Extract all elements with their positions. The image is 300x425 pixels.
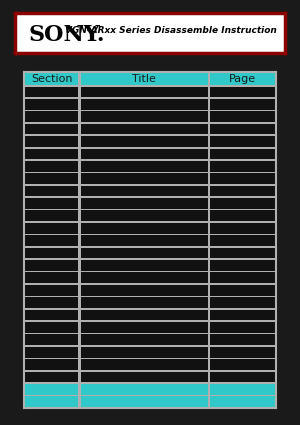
Bar	[25, 161, 78, 172]
Bar	[81, 260, 208, 271]
Bar	[211, 73, 275, 85]
Text: SONY.: SONY.	[28, 24, 105, 46]
Bar	[81, 210, 208, 221]
Bar	[25, 260, 78, 271]
Bar	[81, 186, 208, 196]
Bar	[25, 248, 78, 258]
Bar	[81, 99, 208, 110]
Bar	[81, 235, 208, 246]
Text: Title: Title	[132, 74, 156, 84]
Bar	[81, 397, 208, 407]
Bar	[211, 310, 275, 320]
Bar	[211, 210, 275, 221]
Bar	[81, 136, 208, 147]
Bar	[25, 371, 78, 382]
Text: Section: Section	[31, 74, 73, 84]
Bar	[81, 334, 208, 345]
Bar	[25, 359, 78, 370]
Text: VGN-ARxx Series Disassemble Instruction: VGN-ARxx Series Disassemble Instruction	[65, 26, 277, 35]
Bar	[25, 173, 78, 184]
Bar	[25, 136, 78, 147]
Bar	[25, 186, 78, 196]
Bar	[25, 384, 78, 395]
Bar	[25, 87, 78, 97]
Bar	[25, 73, 78, 85]
Bar	[211, 173, 275, 184]
Bar	[25, 297, 78, 308]
Bar	[25, 397, 78, 407]
Bar	[81, 359, 208, 370]
Bar	[211, 359, 275, 370]
Bar	[211, 347, 275, 357]
Bar	[211, 397, 275, 407]
Bar	[211, 186, 275, 196]
Bar	[25, 111, 78, 122]
Bar	[211, 235, 275, 246]
Bar	[81, 285, 208, 296]
Bar	[25, 322, 78, 333]
Bar	[81, 173, 208, 184]
Bar	[211, 272, 275, 283]
Bar	[81, 161, 208, 172]
Bar	[25, 210, 78, 221]
Bar	[211, 161, 275, 172]
Bar	[81, 87, 208, 97]
Bar	[81, 272, 208, 283]
Bar	[81, 297, 208, 308]
Bar	[81, 347, 208, 357]
Bar	[25, 99, 78, 110]
Bar	[211, 248, 275, 258]
Bar	[25, 235, 78, 246]
Bar	[25, 272, 78, 283]
Bar	[211, 384, 275, 395]
Bar	[211, 99, 275, 110]
Bar	[81, 322, 208, 333]
Bar	[25, 310, 78, 320]
Bar	[25, 223, 78, 234]
Bar	[81, 148, 208, 159]
Bar	[211, 223, 275, 234]
Bar	[211, 124, 275, 134]
Bar	[211, 198, 275, 209]
Bar	[81, 384, 208, 395]
Bar	[25, 148, 78, 159]
Bar	[211, 260, 275, 271]
Bar	[81, 371, 208, 382]
Bar	[81, 223, 208, 234]
Bar	[25, 198, 78, 209]
Bar	[25, 124, 78, 134]
Bar	[25, 334, 78, 345]
Bar	[211, 371, 275, 382]
Bar	[25, 285, 78, 296]
Bar	[81, 111, 208, 122]
Bar	[25, 347, 78, 357]
Bar	[211, 285, 275, 296]
Bar	[211, 334, 275, 345]
Bar	[211, 148, 275, 159]
Bar	[211, 111, 275, 122]
Bar	[81, 73, 208, 85]
Bar	[211, 87, 275, 97]
Bar	[211, 322, 275, 333]
Bar	[211, 136, 275, 147]
Bar	[81, 310, 208, 320]
Bar	[81, 198, 208, 209]
Text: Page: Page	[229, 74, 256, 84]
Bar	[81, 124, 208, 134]
Bar	[81, 248, 208, 258]
Bar	[211, 297, 275, 308]
